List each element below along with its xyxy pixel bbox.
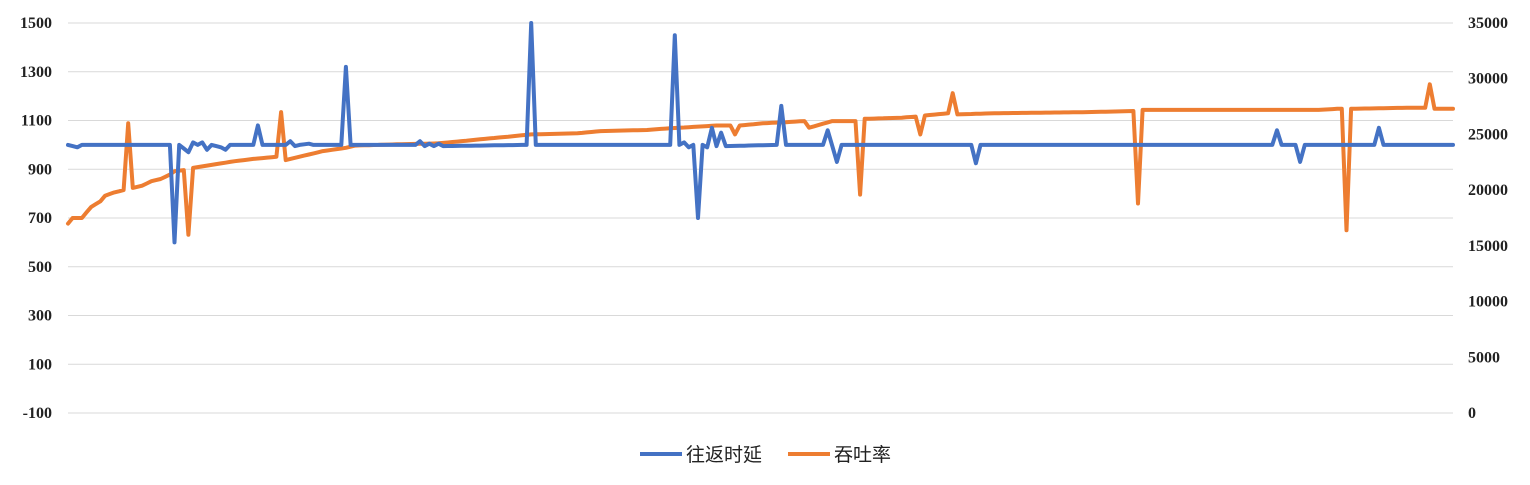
right-tick-label: 5000 xyxy=(1468,349,1500,366)
legend: 往返时延 吞吐率 xyxy=(640,444,891,466)
gridlines xyxy=(68,22,1453,414)
right-tick-label: 35000 xyxy=(1468,15,1508,32)
left-tick-label: 700 xyxy=(28,210,52,227)
left-tick-label: 500 xyxy=(28,259,52,276)
legend-label: 吞吐率 xyxy=(834,444,891,466)
right-tick-label: 10000 xyxy=(1468,294,1508,311)
series-line-rtt xyxy=(66,21,1455,245)
legend-label: 往返时延 xyxy=(686,444,762,466)
left-tick-label: 1500 xyxy=(20,15,52,32)
series-line-throughput xyxy=(66,82,1455,237)
right-tick-label: 15000 xyxy=(1468,238,1508,255)
series-lines xyxy=(66,21,1455,245)
left-tick-label: 300 xyxy=(28,308,52,325)
right-tick-label: 30000 xyxy=(1468,71,1508,88)
right-tick-label: 25000 xyxy=(1468,126,1508,143)
left-tick-label: -100 xyxy=(23,405,52,422)
right-y-axis: 0 5000 10000 15000 20000 25000 30000 35000 xyxy=(1468,15,1508,422)
left-tick-label: 100 xyxy=(28,356,52,373)
right-tick-label: 20000 xyxy=(1468,182,1508,199)
right-tick-label: 0 xyxy=(1468,405,1476,422)
left-tick-label: 900 xyxy=(28,161,52,178)
left-y-axis: -100 100 300 500 700 900 1100 1300 1500 xyxy=(20,15,52,422)
left-tick-label: 1100 xyxy=(21,113,52,130)
left-tick-label: 1300 xyxy=(20,64,52,81)
